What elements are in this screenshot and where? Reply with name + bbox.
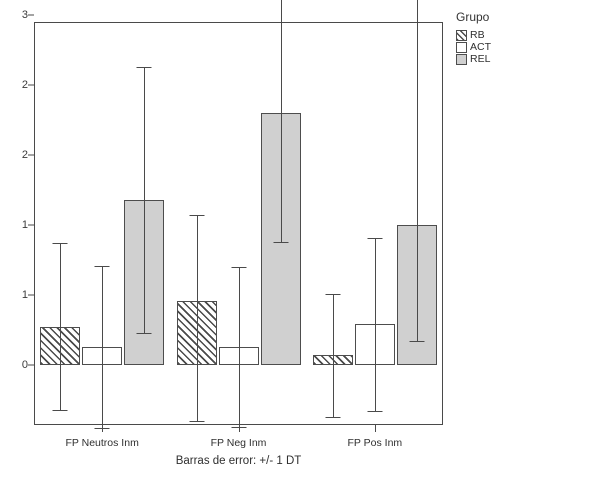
y-axis-tick-mark [28,154,34,156]
error-bar-cap-lower [94,428,110,429]
error-bar-cap-upper [94,265,110,267]
error-bar-line-rel-2 [416,0,418,342]
legend-swatch-act [456,42,467,53]
error-bar-cap-lower [409,341,425,343]
y-axis-tick-mark [28,294,34,296]
x-axis-tick-label: FP Neutros Inm [65,437,139,449]
x-axis-tick-label: FP Pos Inm [347,437,403,449]
error-bar-line-rb-0 [60,243,62,410]
error-bar-line-rel-0 [144,66,146,333]
y-axis-tick-label: 1 [21,219,28,231]
legend-label-rb: RB [470,29,485,41]
y-axis-tick-label: 2 [21,79,28,91]
error-bar-line-act-2 [374,237,376,412]
error-bar-cap-lower [189,421,204,422]
legend-item-rb[interactable]: RB [456,30,592,41]
legend-swatch-rel [456,54,467,65]
error-bar-cap-lower [231,426,246,428]
y-axis-tick-label: 0 [21,359,28,371]
error-bar-cap-upper [136,66,152,68]
x-axis-tick-label: FP Neg Inm [210,437,267,449]
y-axis-tick-mark [28,14,34,16]
legend-label-act: ACT [470,41,491,53]
error-bar-cap-lower [325,416,341,418]
x-axis-tick-mark [238,425,240,432]
error-bar-cap-lower [367,411,383,413]
error-bar-cap-upper [231,267,246,268]
x-axis-tick-mark [374,425,376,432]
error-bar-cap-upper [325,293,341,295]
error-bar-line-act-1 [238,267,240,427]
y-axis-tick-mark [28,224,34,226]
y-axis-tick-mark [28,364,34,366]
error-bar-cap-upper [52,243,68,245]
legend-label-rel: REL [470,53,491,65]
error-bar-cap-lower [52,409,68,411]
error-bar-cap-lower [273,241,288,243]
error-bar-cap-lower [136,332,152,334]
y-axis-tick-mark [28,84,34,86]
error-bar-cap-upper [367,237,383,239]
legend-swatch-rb [456,30,467,41]
legend-item-act[interactable]: ACT [456,42,592,53]
plot-area: 0 1 1 2 2 3 FP Neutros Inm FP Neg Inm FP Pos Inm [22,0,443,449]
error-bar-line-rb-1 [196,215,198,421]
y-axis-tick-label: 2 [21,149,28,161]
error-bar-cap-upper [189,215,204,217]
legend: Grupo RB ACT REL [456,10,592,66]
error-bar-line-rel-1 [280,0,282,242]
legend-title: Grupo [456,10,490,24]
error-bar-line-act-0 [102,265,104,428]
legend-item-rel[interactable]: REL [456,54,592,65]
chart-caption: Barras de error: +/- 1 DT [175,455,302,467]
error-bar-line-rb-2 [332,293,334,417]
y-axis-tick-label: 1 [21,289,28,301]
y-axis-tick-label: 3 [21,9,28,21]
